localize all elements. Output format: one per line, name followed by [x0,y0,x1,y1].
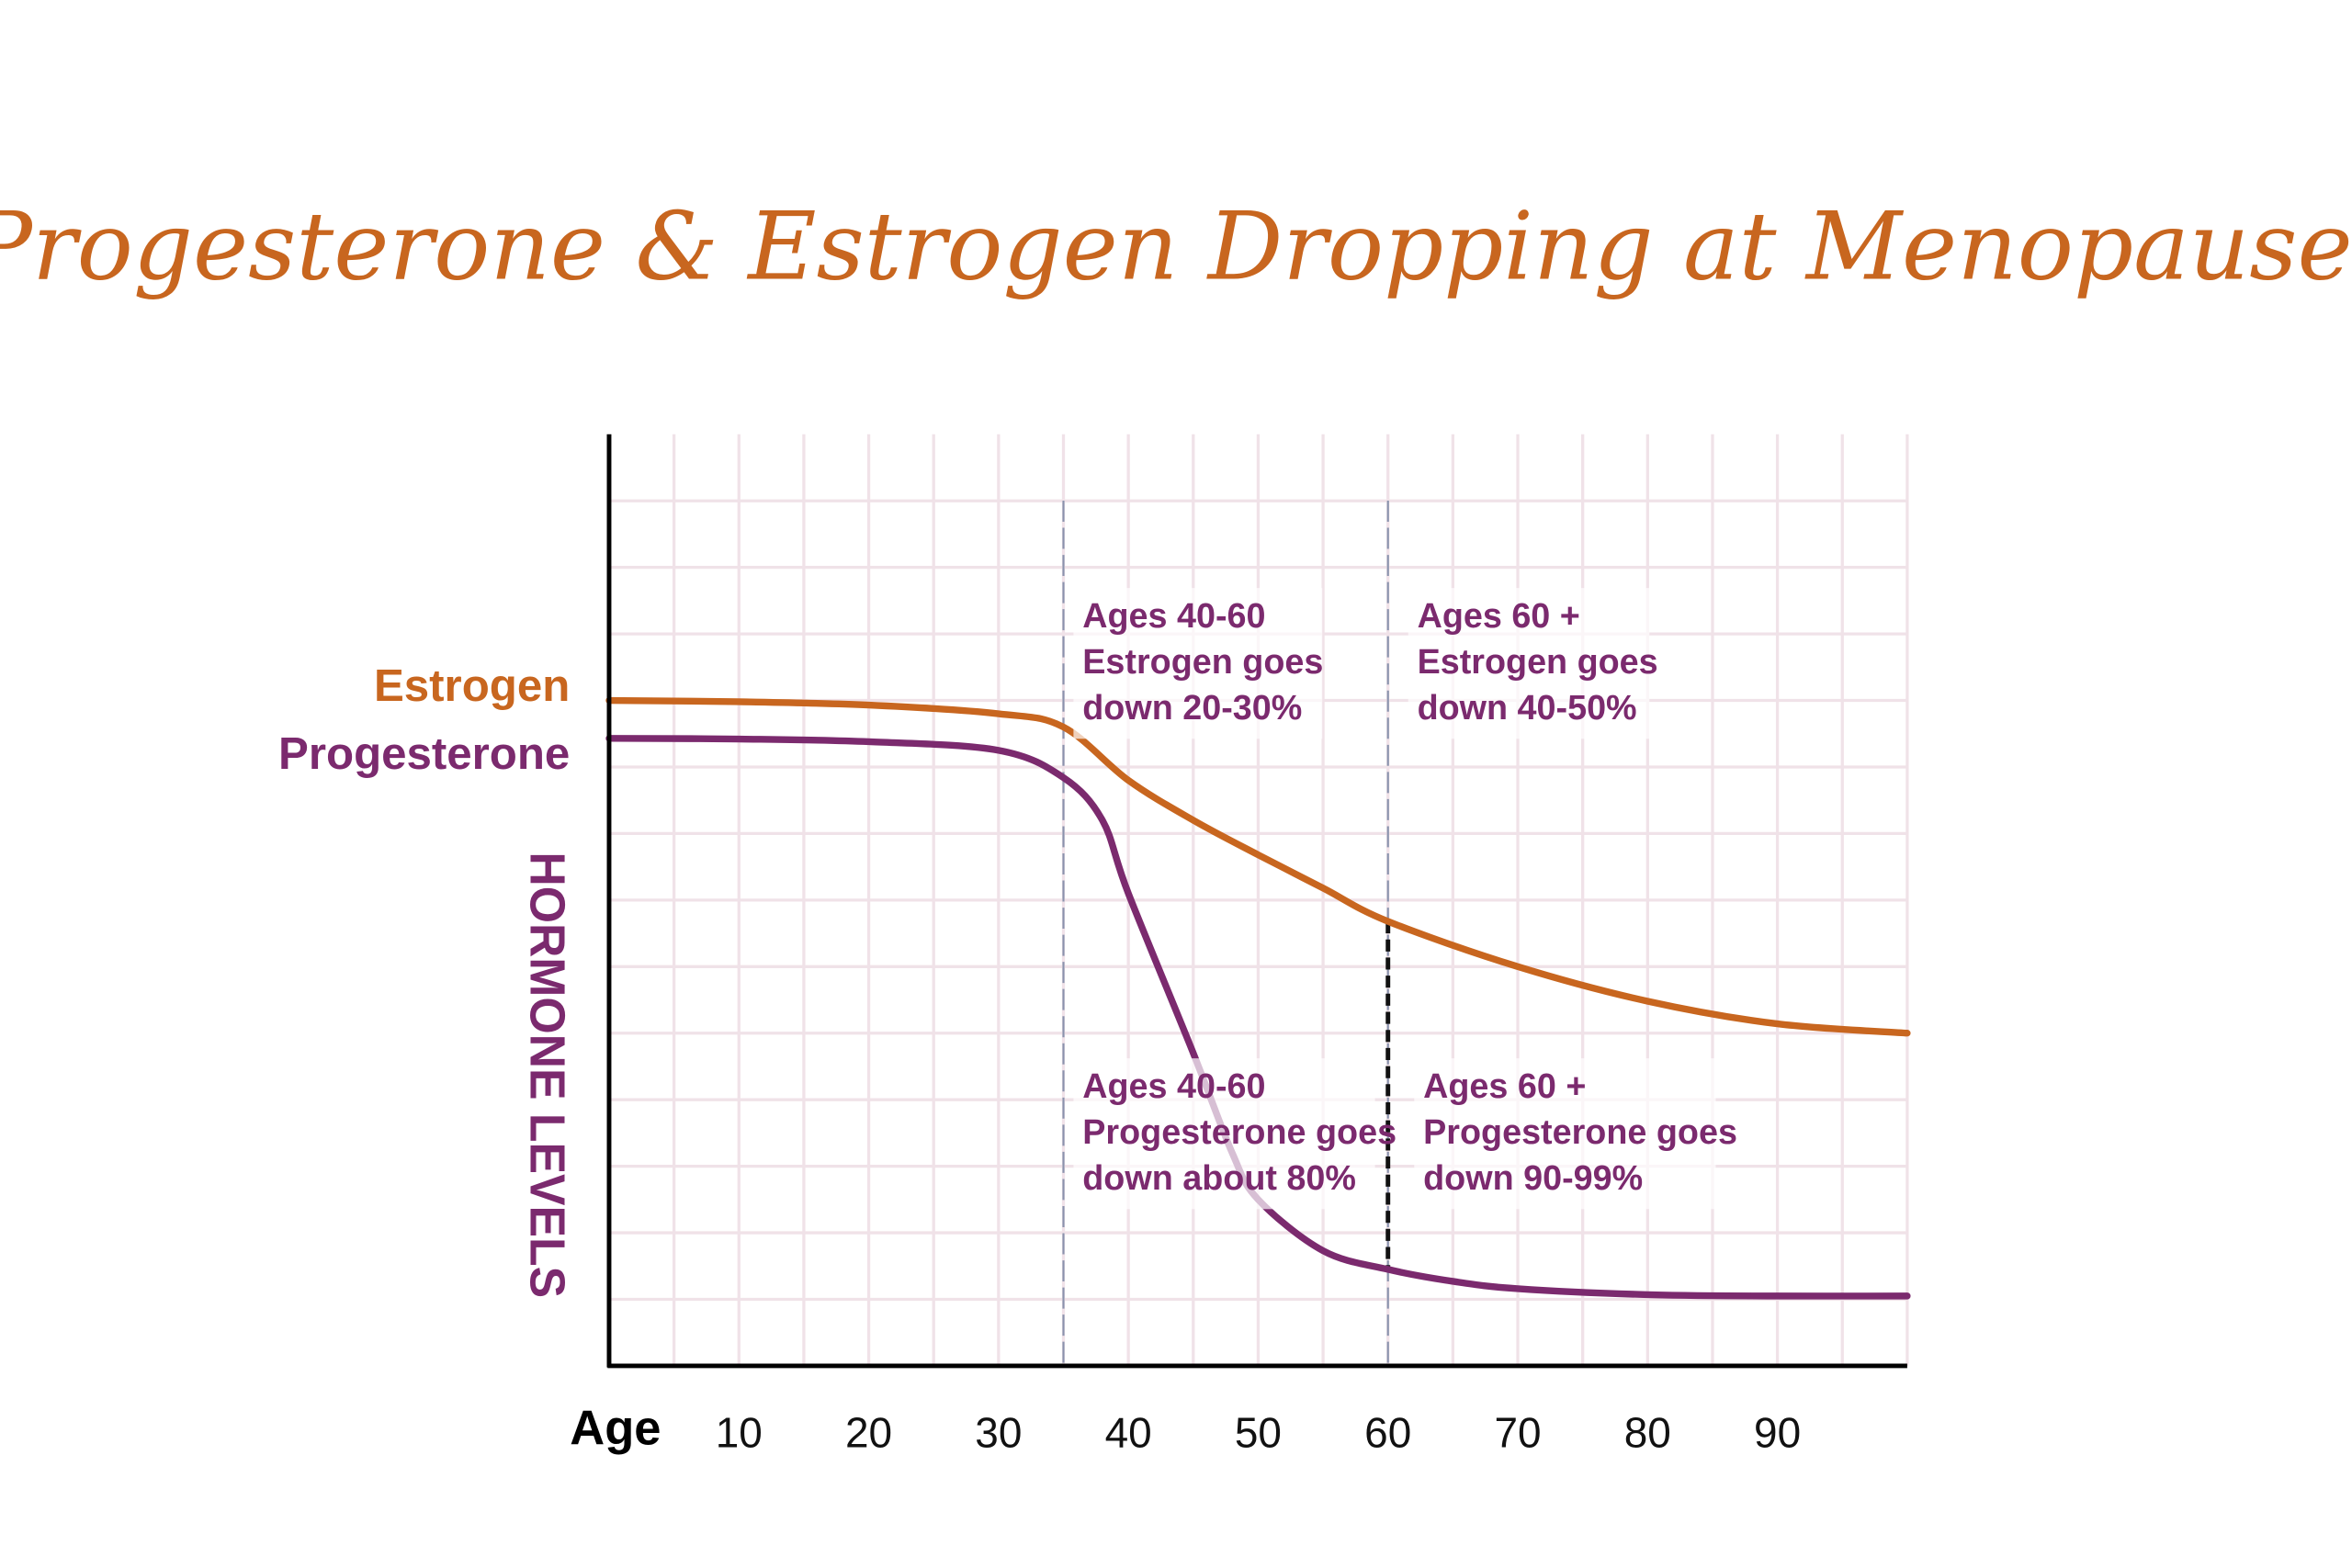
annotation-background [1414,1058,1716,1210]
annotation-1: Ages 40-60 Estrogen goes down 20-30% [1082,596,1323,727]
annotation-line: down about 80% [1082,1158,1356,1197]
chart-title: Progesterone & Estrogen Dropping at Meno… [0,193,2352,301]
annotation-line: Estrogen goes [1082,642,1323,681]
annotation-line: down 90-99% [1423,1158,1643,1197]
annotation-3: Ages 40-60 Progesterone goes down about 80… [1082,1066,1396,1197]
grid [608,434,1909,1366]
annotations: Ages 40-60 Estrogen goes down 20-30% Ages 6… [1082,596,1737,1197]
legend-estrogen: Estrogen [374,660,570,711]
legend-progesterone: Progesterone [278,728,570,779]
x-tick-label: 10 [716,1409,763,1457]
x-tick-label: 70 [1494,1409,1541,1457]
annotation-2: Ages 60 + Estrogen goes down 40-50% [1418,596,1658,727]
annotation-4: Ages 60 + Progesterone goes down 90-99% [1423,1066,1737,1197]
x-tick-label: 40 [1105,1409,1152,1457]
reference-lines [1062,500,1391,1366]
annotation-line: Progesterone goes [1082,1112,1396,1151]
series-line-estrogen [605,696,1911,1037]
annotation-backgrounds [1073,588,1716,1210]
annotation-line: down 40-50% [1418,688,1637,727]
x-tick-label: 90 [1754,1409,1801,1457]
annotation-background [1408,588,1650,739]
y-axis-title: HORMONE LEVELS [520,852,575,1298]
x-tick-label: 50 [1235,1409,1282,1457]
annotation-line: Ages 40-60 [1082,596,1265,635]
annotation-background [1073,588,1323,739]
x-tick-labels: 10 20 30 40 50 60 70 80 90 [716,1409,1801,1457]
annotation-line: Ages 40-60 [1082,1066,1265,1105]
x-tick-label: 30 [975,1409,1022,1457]
annotation-line: down 20-30% [1082,688,1302,727]
annotation-line: Estrogen goes [1418,642,1658,681]
x-tick-label: 20 [845,1409,892,1457]
annotation-line: Ages 60 + [1423,1066,1586,1105]
x-tick-label: 60 [1364,1409,1411,1457]
x-axis-title: Age [570,1401,661,1455]
annotation-background [1073,1058,1375,1210]
x-tick-label: 80 [1624,1409,1671,1457]
annotation-line: Progesterone goes [1423,1112,1737,1151]
annotation-line: Ages 60 + [1418,596,1580,635]
